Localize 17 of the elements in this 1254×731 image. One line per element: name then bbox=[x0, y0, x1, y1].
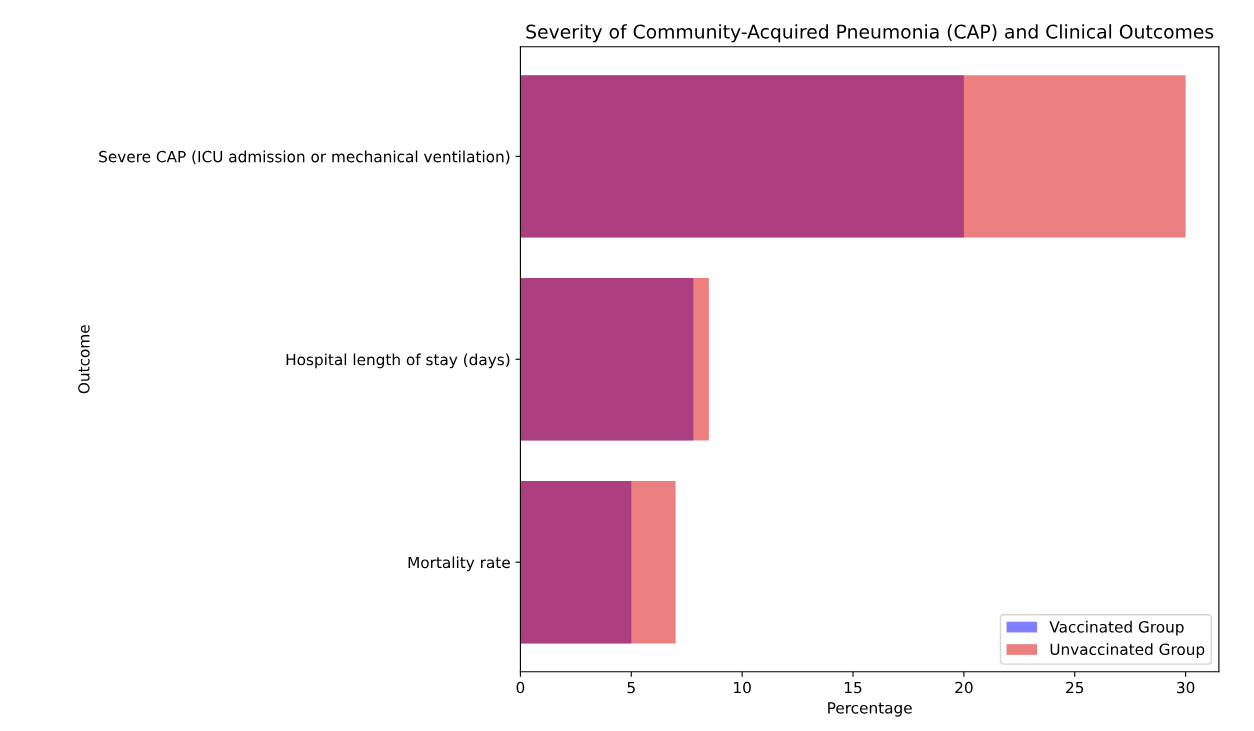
legend-label: Vaccinated Group bbox=[1049, 620, 1184, 636]
x-tick-label: 0 bbox=[516, 681, 525, 694]
bar bbox=[520, 75, 1186, 238]
legend-label: Unvaccinated Group bbox=[1050, 643, 1205, 659]
x-tick-label: 10 bbox=[734, 681, 751, 694]
chart-title: Severity of Community-Acquired Pneumonia (CAP) and Clinical Outcomes bbox=[526, 24, 1214, 43]
x-tick-label: 15 bbox=[844, 681, 862, 694]
x-tick-label: 30 bbox=[1177, 681, 1195, 694]
y-axis-title: Outcome bbox=[78, 325, 90, 394]
x-axis-title: Percentage bbox=[828, 702, 912, 717]
y-tick-label: Hospital length of stay (days) bbox=[286, 353, 510, 369]
x-tick-label: 5 bbox=[627, 681, 635, 694]
y-tick-label: Severe CAP (ICU admission or mechanical ventilation) bbox=[99, 150, 510, 165]
x-tick-label: 25 bbox=[1066, 681, 1084, 694]
bar bbox=[520, 481, 676, 644]
y-tick-label: Mortality rate bbox=[408, 556, 510, 572]
x-tick-label: 20 bbox=[955, 681, 973, 694]
